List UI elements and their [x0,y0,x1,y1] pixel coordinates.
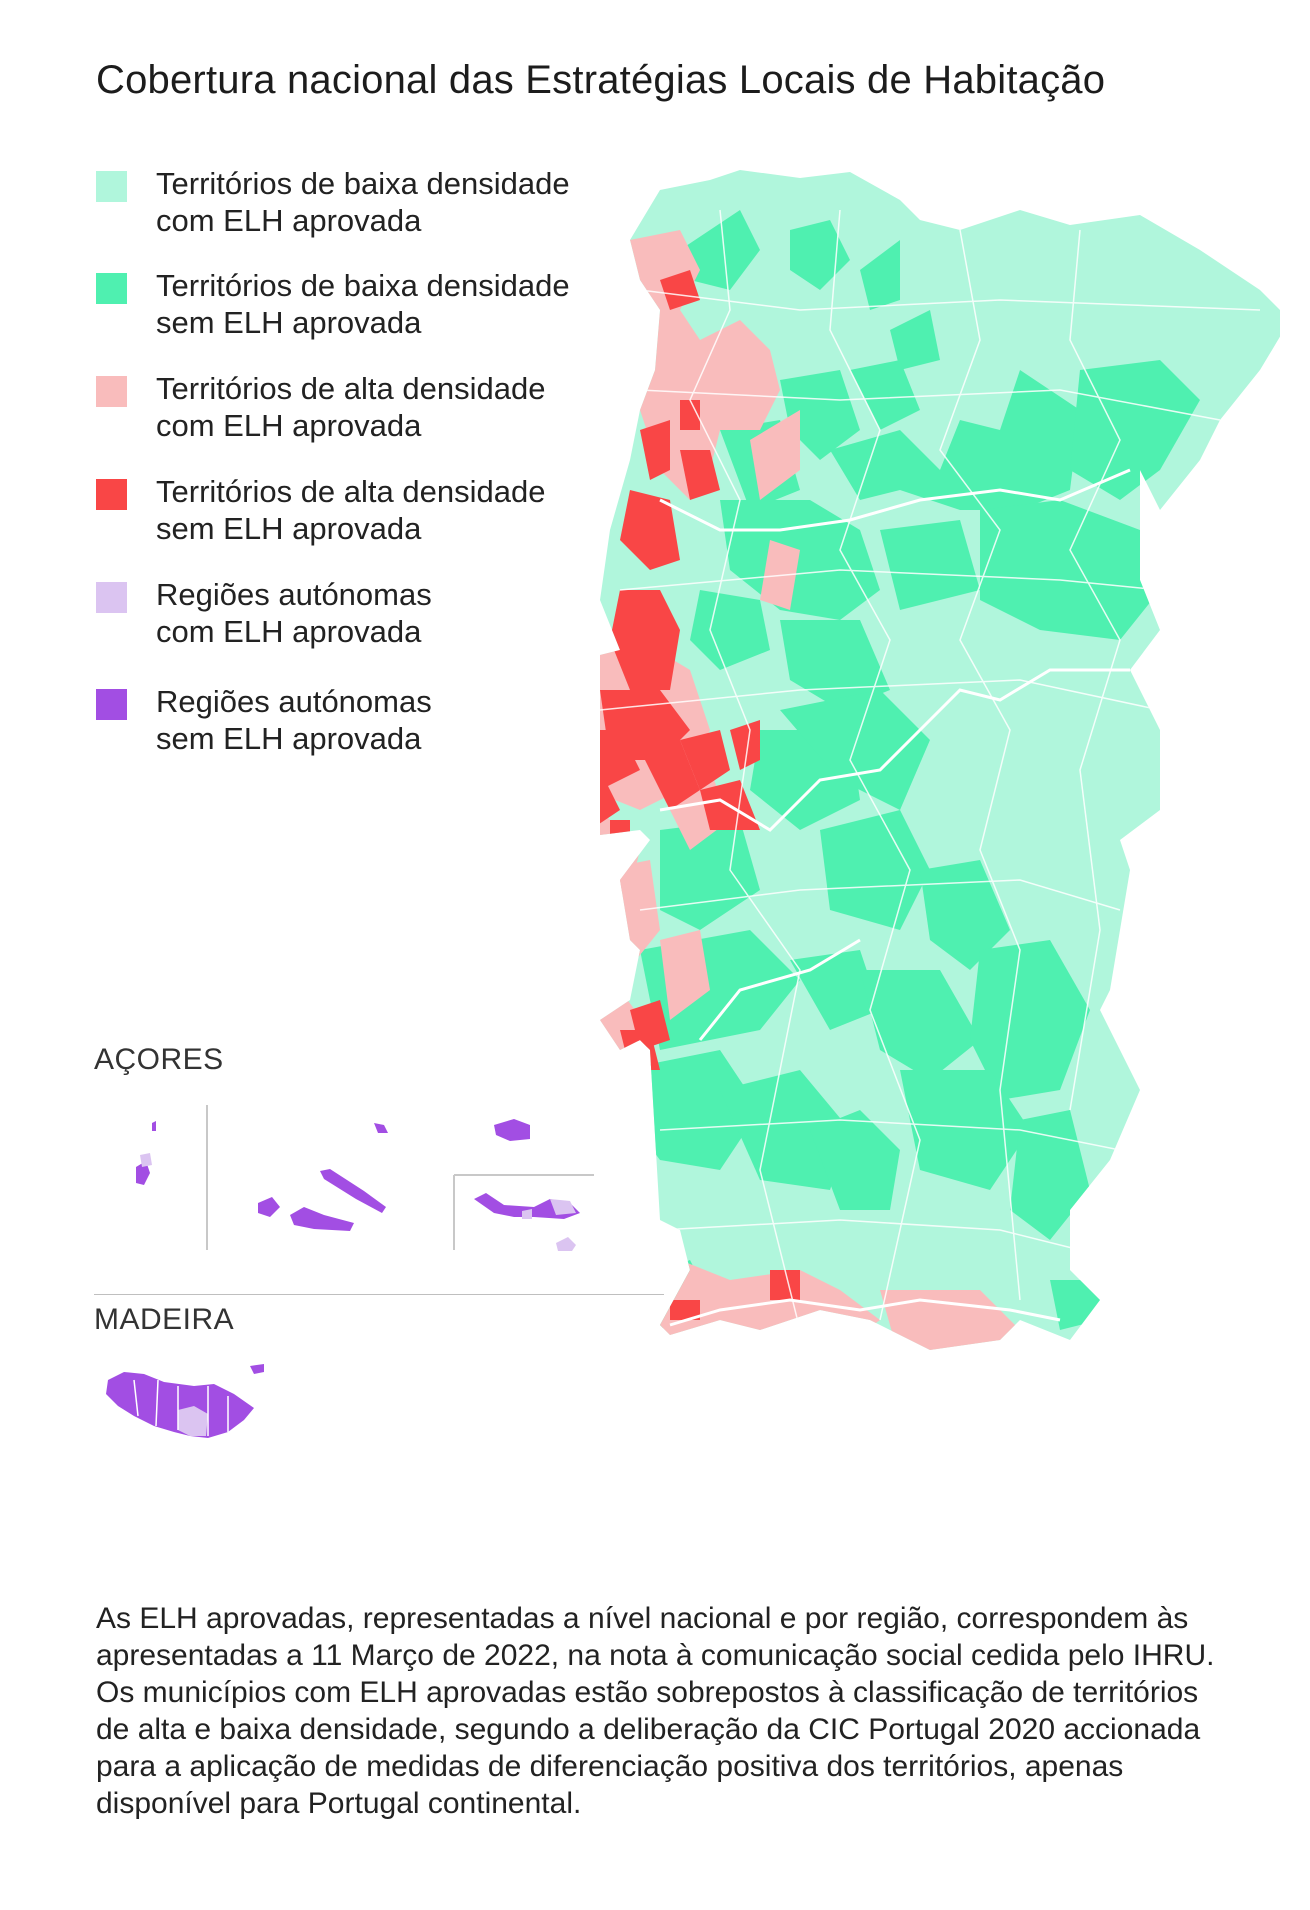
azores-label: AÇORES [94,1043,224,1076]
sao-miguel-island-part [522,1209,532,1219]
legend-sublabel: sem ELH aprovada [156,305,422,340]
corvo-island [152,1121,156,1131]
legend-label: Territórios de alta densidade [156,371,546,406]
legend-sublabel: sem ELH aprovada [156,721,422,756]
flores-island [136,1161,150,1185]
madeira-label: MADEIRA [94,1303,235,1336]
legend-swatch [96,171,127,202]
legend-item-autonomous-approved: Regiões autónomas com ELH aprovada [96,576,656,666]
terceira-island [494,1119,530,1141]
graciosa-island [374,1123,388,1133]
region-boundaries [659,468,1131,1327]
legend-item-low-density-not-approved: Territórios de baixa densidade sem ELH ap… [96,267,656,357]
legend-swatch [96,689,127,720]
page-title: Cobertura nacional das Estratégias Locai… [96,58,1106,102]
azores-map [136,1105,594,1251]
pico-island [290,1207,354,1231]
footnote: As ELH aprovadas, representadas a nível … [96,1602,1215,1820]
legend-label: Territórios de alta densidade [156,474,546,509]
porto-santo-island [250,1364,264,1374]
legend-sublabel: com ELH aprovada [156,614,422,649]
legend-label: Regiões autónomas [156,684,432,719]
faial-island [258,1197,280,1217]
inset-separator [94,1294,664,1295]
madeira-municipality-borders [133,1379,229,1436]
portugal-mainland-map [600,170,1280,1350]
legend-swatch [96,376,127,407]
madeira-island-part [178,1406,208,1436]
sao-jorge-island [320,1169,386,1213]
legend-sublabel: com ELH aprovada [156,408,422,443]
madeira-map [106,1364,264,1438]
legend-swatch [96,582,127,613]
legend-swatch [96,273,127,304]
legend-item-high-density-approved: Territórios de alta densidade com ELH apr… [96,370,656,460]
legend-label: Territórios de baixa densidade [156,166,570,201]
sao-miguel-island-part [550,1199,576,1215]
flores-island-part [140,1153,152,1167]
madeira-island [106,1372,254,1438]
sao-miguel-island [474,1193,580,1219]
santa-maria-island [556,1237,576,1251]
low-density-not-approved-areas [620,210,1200,1330]
municipality-borders [600,209,1261,1331]
legend-sublabel: sem ELH aprovada [156,511,422,546]
legend-item-low-density-approved: Territórios de baixa densidade com ELH ap… [96,165,656,255]
legend-sublabel: com ELH aprovada [156,203,422,238]
legend-swatch [96,479,127,510]
legend-label: Regiões autónomas [156,577,432,612]
legend-item-autonomous-not-approved: Regiões autónomas sem ELH aprovada [96,683,656,773]
legend-item-high-density-not-approved: Territórios de alta densidade sem ELH apr… [96,473,656,563]
legend-label: Territórios de baixa densidade [156,268,570,303]
